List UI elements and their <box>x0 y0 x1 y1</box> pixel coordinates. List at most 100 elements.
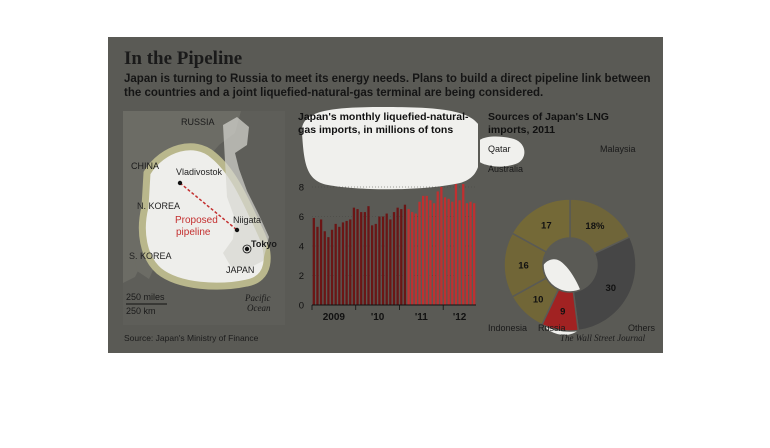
bar-mark <box>443 197 447 305</box>
pie-source-name-indonesia: Indonesia <box>488 323 527 333</box>
bar-mark <box>378 216 381 305</box>
bar-y-tick-label: 0 <box>299 301 304 312</box>
bar-y-tick-label: 4 <box>299 242 304 253</box>
bar-mark <box>316 226 319 305</box>
bar-chart-title-line1: Japan's monthly liquefied-natural- <box>298 111 469 123</box>
source-note: Source: Japan's Ministry of Finance <box>124 333 259 343</box>
bar-title-highlight <box>301 107 478 190</box>
map-mainland <box>123 111 241 283</box>
map-japan-islands <box>223 117 269 269</box>
bar-mark <box>432 203 436 305</box>
bar-mark <box>447 198 450 305</box>
bar-x-tick-label: '11 <box>415 312 428 323</box>
bar-mark <box>425 195 428 305</box>
pie-source-names: Malaysia Others Russia Indonesia Australia Qa… <box>488 144 656 333</box>
bar-mark <box>381 216 385 305</box>
graphic-subtitle: Japan is turning to Russia to meet its e… <box>124 73 651 99</box>
skorea-label: S. KOREA <box>129 251 172 261</box>
pie-source-name-malaysia: Malaysia <box>600 144 636 154</box>
scale-miles-label: 250 miles <box>126 292 165 302</box>
pie-slice-qatar <box>511 198 571 254</box>
bar-mark <box>414 213 417 305</box>
pipeline-map: RUSSIA CHINA Vladivostok N. KOREA Niigat… <box>123 111 285 325</box>
pie-slice-value-label: 9 <box>560 306 565 317</box>
bar-mark <box>458 200 461 305</box>
bar-y-axis: 0 2 4 6 8 <box>299 183 304 312</box>
pie-slice-value-label: 18% <box>585 221 605 232</box>
bar-mark <box>312 217 315 305</box>
bar-mark <box>422 195 425 305</box>
pie-slice-value-label: 16 <box>518 261 529 272</box>
bar-y-tick-label: 2 <box>299 271 304 282</box>
bar-mark <box>418 201 421 305</box>
bar-mark <box>469 201 472 305</box>
pie-slice-value-label: 17 <box>541 220 552 231</box>
bar-x-tick-label: '12 <box>453 312 467 323</box>
bar-mark <box>367 206 370 305</box>
bar-mark <box>327 237 330 305</box>
publisher-credit: The Wall Street Journal <box>560 333 646 343</box>
bar-mark <box>473 203 476 305</box>
bar-mark <box>323 231 326 305</box>
bar-mark <box>403 204 407 305</box>
bar-mark <box>349 219 352 305</box>
pie-slice-value-label: 30 <box>605 283 616 294</box>
niigata-label: Niigata <box>233 215 261 225</box>
bar-mark <box>385 213 388 305</box>
bar-mark <box>356 209 359 305</box>
bar-mark <box>392 212 396 305</box>
bar-mark <box>374 223 377 305</box>
bar-mark <box>400 209 403 305</box>
bar-mark <box>462 184 465 305</box>
niigata-dot <box>234 227 240 233</box>
bar-mark <box>440 187 443 305</box>
pie-source-name-australia: Australia <box>488 164 523 174</box>
bar-x-axis: 2009 '10 '11 '12 <box>311 305 467 323</box>
bar-mark <box>396 207 399 305</box>
bar-mark <box>465 203 469 305</box>
pie-slices <box>503 198 637 332</box>
nkorea-label: N. KOREA <box>137 201 180 211</box>
lng-imports-bar-chart: Japan's monthly liquefied-natural- gas i… <box>298 107 478 323</box>
graphic-title: In the Pipeline <box>124 48 243 69</box>
pie-slice-value-label: 10 <box>533 294 544 305</box>
bar-mark <box>407 209 410 305</box>
bar-x-tick-label: '10 <box>371 312 385 323</box>
bar-marks <box>312 184 476 305</box>
proposed-pipeline-line <box>179 182 238 231</box>
china-label: CHINA <box>131 161 159 171</box>
pie-slice-values: 18% 30 9 10 16 17 <box>518 220 616 317</box>
scale-km-label: 250 km <box>126 306 156 316</box>
bar-mark <box>451 201 454 305</box>
bar-mark <box>345 220 348 305</box>
russia-label: RUSSIA <box>181 117 215 127</box>
bar-mark <box>360 212 363 305</box>
bar-mark <box>454 184 458 305</box>
bar-mark <box>411 212 414 305</box>
bar-mark <box>363 212 366 305</box>
bar-mark <box>389 219 392 305</box>
bar-mark <box>429 200 432 305</box>
bar-x-tick-label: 2009 <box>323 312 346 323</box>
vladivostok-dot <box>177 180 183 186</box>
bar-mark <box>334 223 337 305</box>
pie-chart-title-line2: imports, 2011 <box>488 124 555 136</box>
bar-mark <box>352 207 356 305</box>
bar-y-tick-label: 8 <box>299 183 304 194</box>
ocean-label-line1: Pacific <box>244 293 271 303</box>
bar-mark <box>371 225 374 305</box>
vladivostok-label: Vladivostok <box>176 167 223 177</box>
pie-source-name-qatar: Qatar <box>488 144 511 154</box>
pie-source-name-russia: Russia <box>538 323 566 333</box>
tokyo-ring <box>242 244 252 254</box>
pipeline-label-line2: pipeline <box>176 227 211 238</box>
bar-mark <box>319 219 323 305</box>
tokyo-dot <box>244 246 250 252</box>
bar-mark <box>436 191 439 305</box>
bar-chart-title-line2: gas imports, in millions of tons <box>298 124 453 136</box>
japan-label: JAPAN <box>226 265 254 275</box>
bar-mark <box>338 226 341 305</box>
pie-slice-others <box>572 235 637 332</box>
pie-source-name-others: Others <box>628 323 656 333</box>
tokyo-label: Tokyo <box>251 239 277 249</box>
